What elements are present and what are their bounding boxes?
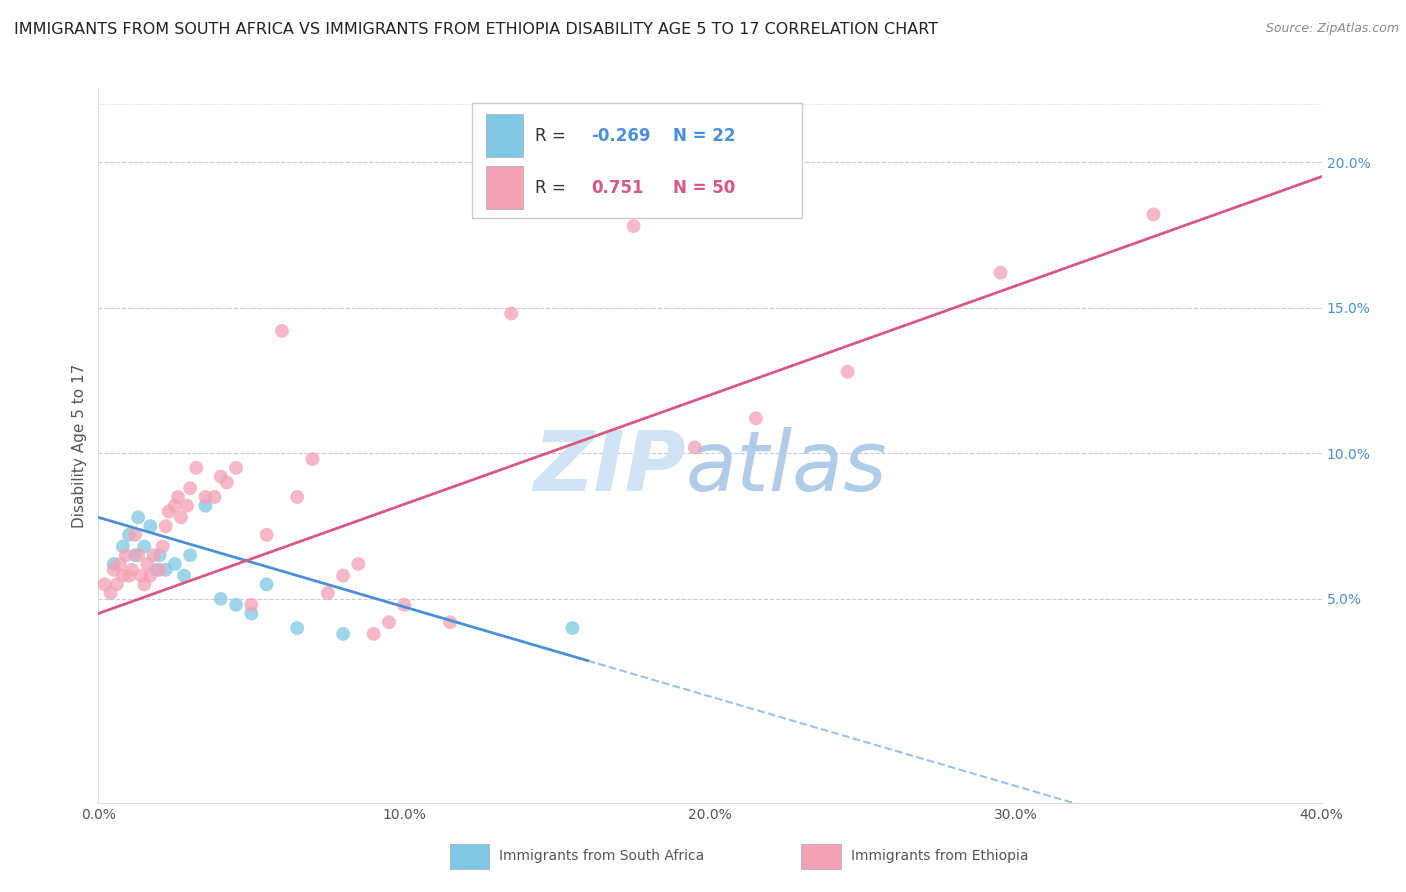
Point xyxy=(392,598,416,612)
Point xyxy=(285,490,308,504)
Point xyxy=(173,568,195,582)
Point xyxy=(100,586,122,600)
Point xyxy=(136,557,159,571)
Point xyxy=(194,490,217,504)
Point xyxy=(118,568,141,582)
Point xyxy=(225,598,247,612)
Point xyxy=(240,607,263,621)
Point xyxy=(157,504,180,518)
Point xyxy=(105,577,128,591)
Point xyxy=(256,577,278,591)
Point xyxy=(103,557,125,571)
Point xyxy=(103,563,125,577)
Point xyxy=(129,568,152,582)
Point xyxy=(209,469,232,483)
Point xyxy=(163,499,186,513)
Point xyxy=(167,490,190,504)
Point xyxy=(155,519,177,533)
Text: atlas: atlas xyxy=(686,427,887,508)
Point xyxy=(134,540,156,554)
Point xyxy=(108,557,131,571)
Point xyxy=(152,540,174,554)
Point xyxy=(179,548,201,562)
Point xyxy=(179,481,201,495)
Point xyxy=(215,475,238,490)
Y-axis label: Disability Age 5 to 17: Disability Age 5 to 17 xyxy=(72,364,87,528)
Point xyxy=(561,621,583,635)
Point xyxy=(111,540,134,554)
Text: Source: ZipAtlas.com: Source: ZipAtlas.com xyxy=(1265,22,1399,36)
Point xyxy=(285,621,308,635)
Point xyxy=(142,548,165,562)
Point xyxy=(176,499,198,513)
Text: 0.751: 0.751 xyxy=(592,178,644,196)
Point xyxy=(530,178,553,193)
Point xyxy=(209,591,232,606)
Point xyxy=(124,548,146,562)
Point xyxy=(363,627,385,641)
Point xyxy=(115,548,138,562)
Point xyxy=(270,324,294,338)
Point xyxy=(439,615,461,630)
Point xyxy=(134,577,156,591)
Point xyxy=(121,563,143,577)
Text: Immigrants from Ethiopia: Immigrants from Ethiopia xyxy=(851,849,1028,863)
Point xyxy=(139,568,162,582)
Point xyxy=(1142,207,1164,221)
Point xyxy=(683,441,706,455)
Point xyxy=(127,548,149,562)
FancyBboxPatch shape xyxy=(486,166,523,209)
Text: Immigrants from South Africa: Immigrants from South Africa xyxy=(499,849,704,863)
Text: -0.269: -0.269 xyxy=(592,127,651,145)
Point xyxy=(145,563,167,577)
Point xyxy=(501,306,523,320)
Point xyxy=(378,615,401,630)
Text: ZIP: ZIP xyxy=(533,427,686,508)
Point xyxy=(990,266,1012,280)
Point xyxy=(623,219,645,233)
Point xyxy=(111,568,134,582)
Point xyxy=(240,598,263,612)
Point xyxy=(118,528,141,542)
Point xyxy=(347,557,370,571)
Point xyxy=(256,528,278,542)
Point xyxy=(170,510,193,524)
FancyBboxPatch shape xyxy=(486,114,523,157)
Point xyxy=(163,557,186,571)
Point xyxy=(316,586,339,600)
Point xyxy=(225,460,247,475)
Point xyxy=(149,548,172,562)
FancyBboxPatch shape xyxy=(471,103,801,218)
Point xyxy=(301,452,323,467)
Text: N = 22: N = 22 xyxy=(673,127,735,145)
Text: N = 50: N = 50 xyxy=(673,178,735,196)
Point xyxy=(332,627,354,641)
Text: R =: R = xyxy=(536,127,565,145)
Point xyxy=(149,563,172,577)
Point xyxy=(745,411,768,425)
Point xyxy=(837,365,859,379)
Text: IMMIGRANTS FROM SOUTH AFRICA VS IMMIGRANTS FROM ETHIOPIA DISABILITY AGE 5 TO 17 : IMMIGRANTS FROM SOUTH AFRICA VS IMMIGRAN… xyxy=(14,22,938,37)
Point xyxy=(155,563,177,577)
Point xyxy=(93,577,115,591)
Point xyxy=(194,499,217,513)
Point xyxy=(124,528,146,542)
Point xyxy=(127,510,149,524)
Point xyxy=(139,519,162,533)
Text: R =: R = xyxy=(536,178,565,196)
Point xyxy=(204,490,226,504)
Point xyxy=(332,568,354,582)
Point xyxy=(186,460,208,475)
